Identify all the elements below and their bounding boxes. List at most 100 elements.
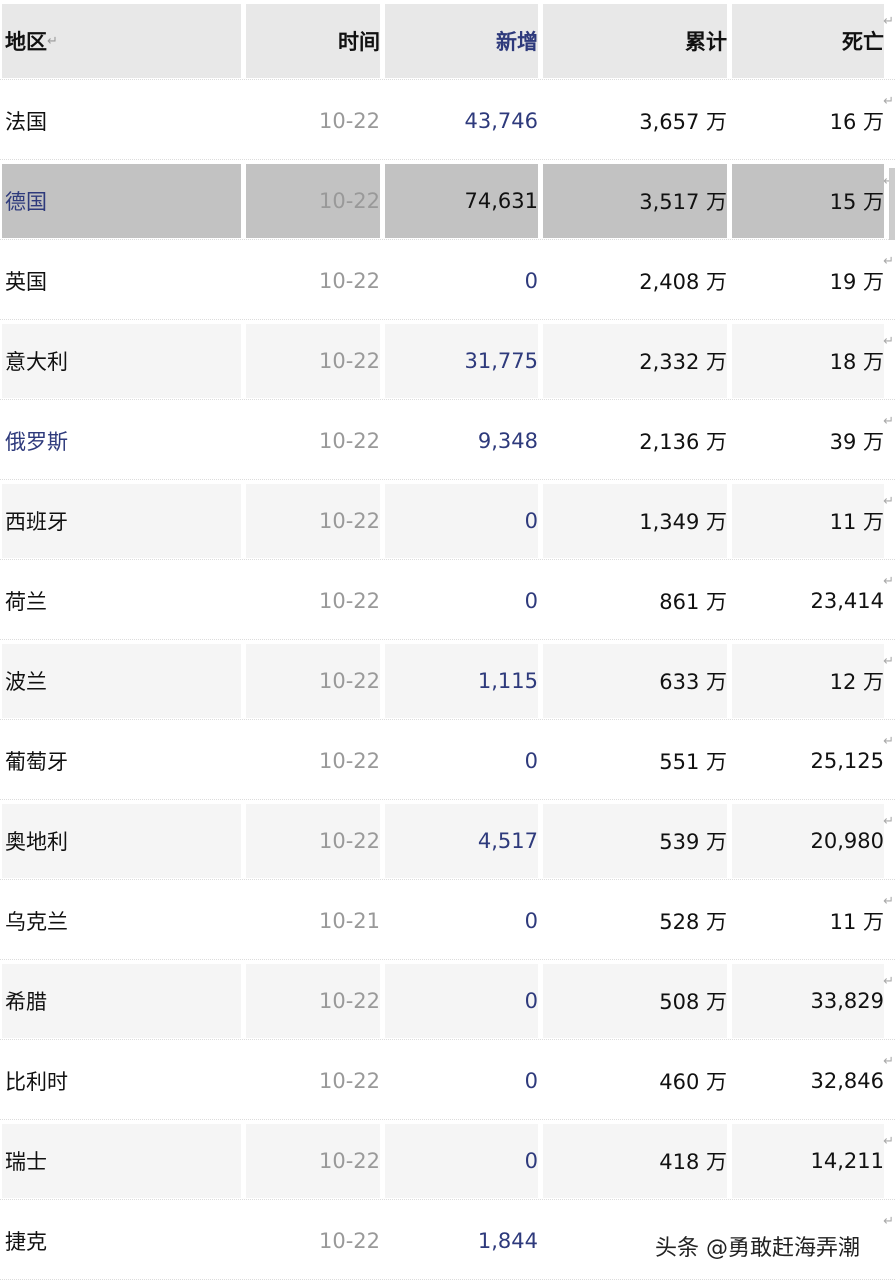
cell-deaths: 39 万	[829, 430, 884, 454]
table-row[interactable]: 法国 10-22 43,746 3,657 万 16 万 ↵	[0, 80, 895, 160]
cell-total: 2,136 万	[639, 430, 727, 454]
cell-total: 418 万	[543, 1124, 727, 1198]
table-row[interactable]: 荷兰 10-22 0 861 万 23,414 ↵	[0, 560, 895, 640]
table-row[interactable]: 希腊 10-22 0 508 万 33,829 ↵	[0, 960, 895, 1040]
cell-time: 10-22	[318, 109, 380, 133]
cell-new: 74,631	[385, 164, 538, 238]
cell-region: 葡萄牙	[5, 750, 68, 774]
cell-region: 捷克	[5, 1230, 47, 1254]
cell-new: 0	[524, 1069, 538, 1093]
header-region-label: 地区	[5, 30, 47, 54]
cell-time: 10-22	[246, 484, 380, 558]
cell-new: 9,348	[477, 429, 538, 453]
return-mark-icon: ↵	[47, 33, 58, 49]
cell-time: 10-22	[246, 804, 380, 878]
header-region[interactable]: 地区 ↵	[2, 4, 241, 78]
cell-total: 2,332 万	[543, 324, 727, 398]
cell-total: 508 万	[543, 964, 727, 1038]
cell-time: 10-22	[246, 324, 380, 398]
cell-new: 0	[524, 589, 538, 613]
cell-deaths: 16 万	[829, 110, 884, 134]
cell-region: 法国	[5, 110, 47, 134]
cell-deaths: 33,829	[732, 964, 884, 1038]
cell-time: 10-22	[318, 1229, 380, 1253]
table-row[interactable]: 西班牙 10-22 0 1,349 万 11 万 ↵	[0, 480, 895, 560]
cell-region: 乌克兰	[5, 910, 68, 934]
header-time[interactable]: 时间	[246, 4, 380, 78]
cell-time: 10-22	[246, 644, 380, 718]
cell-new: 43,746	[464, 109, 538, 133]
cell-region: 瑞士	[2, 1124, 241, 1198]
table-row[interactable]: 乌克兰 10-21 0 528 万 11 万 ↵	[0, 880, 895, 960]
cell-region: 波兰	[2, 644, 241, 718]
cell-region: 奥地利	[2, 804, 241, 878]
cell-total: 1,349 万	[543, 484, 727, 558]
cell-total: 2,408 万	[639, 270, 727, 294]
cell-deaths: 19 万	[829, 270, 884, 294]
cell-deaths: 18 万	[732, 324, 884, 398]
cell-total: 861 万	[659, 590, 727, 614]
cell-total: 3,517 万	[543, 164, 727, 238]
cell-total: 3,657 万	[639, 110, 727, 134]
watermark: 头条 @勇敢赶海弄潮	[655, 1236, 860, 1261]
cell-new: 31,775	[385, 324, 538, 398]
cell-time: 10-22	[318, 589, 380, 613]
cell-total: 551 万	[659, 750, 727, 774]
return-mark-icon: ↵	[883, 894, 894, 909]
cell-new: 0	[385, 484, 538, 558]
cell-deaths: 25,125	[810, 749, 884, 773]
table-row[interactable]: 瑞士 10-22 0 418 万 14,211 ↵	[0, 1120, 895, 1200]
header-new[interactable]: 新增	[385, 4, 538, 78]
cell-new: 4,517	[385, 804, 538, 878]
cell-new: 0	[524, 909, 538, 933]
return-mark-icon: ↵	[883, 1214, 894, 1229]
cell-time: 10-22	[318, 1069, 380, 1093]
cell-region: 西班牙	[2, 484, 241, 558]
return-mark-icon: ↵	[883, 14, 894, 29]
table-row[interactable]: 意大利 10-22 31,775 2,332 万 18 万 ↵	[0, 320, 895, 400]
cell-region: 希腊	[2, 964, 241, 1038]
cell-new: 0	[524, 749, 538, 773]
table-row[interactable]: 奥地利 10-22 4,517 539 万 20,980 ↵	[0, 800, 895, 880]
return-mark-icon: ↵	[883, 414, 894, 429]
cell-deaths: 12 万	[732, 644, 884, 718]
cell-total: 460 万	[659, 1070, 727, 1094]
return-mark-icon: ↵	[883, 1134, 894, 1149]
cell-region[interactable]: 俄罗斯	[5, 430, 68, 454]
table-row[interactable]: 葡萄牙 10-22 0 551 万 25,125 ↵	[0, 720, 895, 800]
return-mark-icon: ↵	[883, 174, 894, 189]
cell-time: 10-22	[246, 164, 380, 238]
header-deaths[interactable]: 死亡	[732, 4, 884, 78]
cell-new: 0	[385, 1124, 538, 1198]
cell-deaths: 15 万	[732, 164, 884, 238]
table-header: 地区 ↵ 时间 新增 累计 死亡 ↵	[0, 0, 895, 80]
cell-deaths: 11 万	[829, 910, 884, 934]
cell-time: 10-22	[246, 964, 380, 1038]
table-row[interactable]: 波兰 10-22 1,115 633 万 12 万 ↵	[0, 640, 895, 720]
table-row[interactable]: 俄罗斯 10-22 9,348 2,136 万 39 万 ↵	[0, 400, 895, 480]
table-row[interactable]: 比利时 10-22 0 460 万 32,846 ↵	[0, 1040, 895, 1120]
cell-region: 意大利	[2, 324, 241, 398]
return-mark-icon: ↵	[883, 254, 894, 269]
cell-region: 英国	[5, 270, 47, 294]
cell-total: 539 万	[543, 804, 727, 878]
cell-total: 528 万	[659, 910, 727, 934]
scrollbar[interactable]	[889, 168, 895, 240]
header-total[interactable]: 累计	[543, 4, 727, 78]
cell-time: 10-22	[246, 1124, 380, 1198]
cell-region: 比利时	[5, 1070, 68, 1094]
cell-deaths: 23,414	[810, 589, 884, 613]
cell-time: 10-22	[318, 429, 380, 453]
cell-new: 0	[524, 269, 538, 293]
table-row[interactable]: 英国 10-22 0 2,408 万 19 万 ↵	[0, 240, 895, 320]
cell-deaths: 14,211	[732, 1124, 884, 1198]
cell-new: 0	[385, 964, 538, 1038]
return-mark-icon: ↵	[883, 734, 894, 749]
cell-deaths: 20,980	[732, 804, 884, 878]
return-mark-icon: ↵	[883, 494, 894, 509]
cell-new: 1,844	[477, 1229, 538, 1253]
return-mark-icon: ↵	[883, 814, 894, 829]
return-mark-icon: ↵	[883, 1054, 894, 1069]
cell-region[interactable]: 德国	[2, 164, 241, 238]
